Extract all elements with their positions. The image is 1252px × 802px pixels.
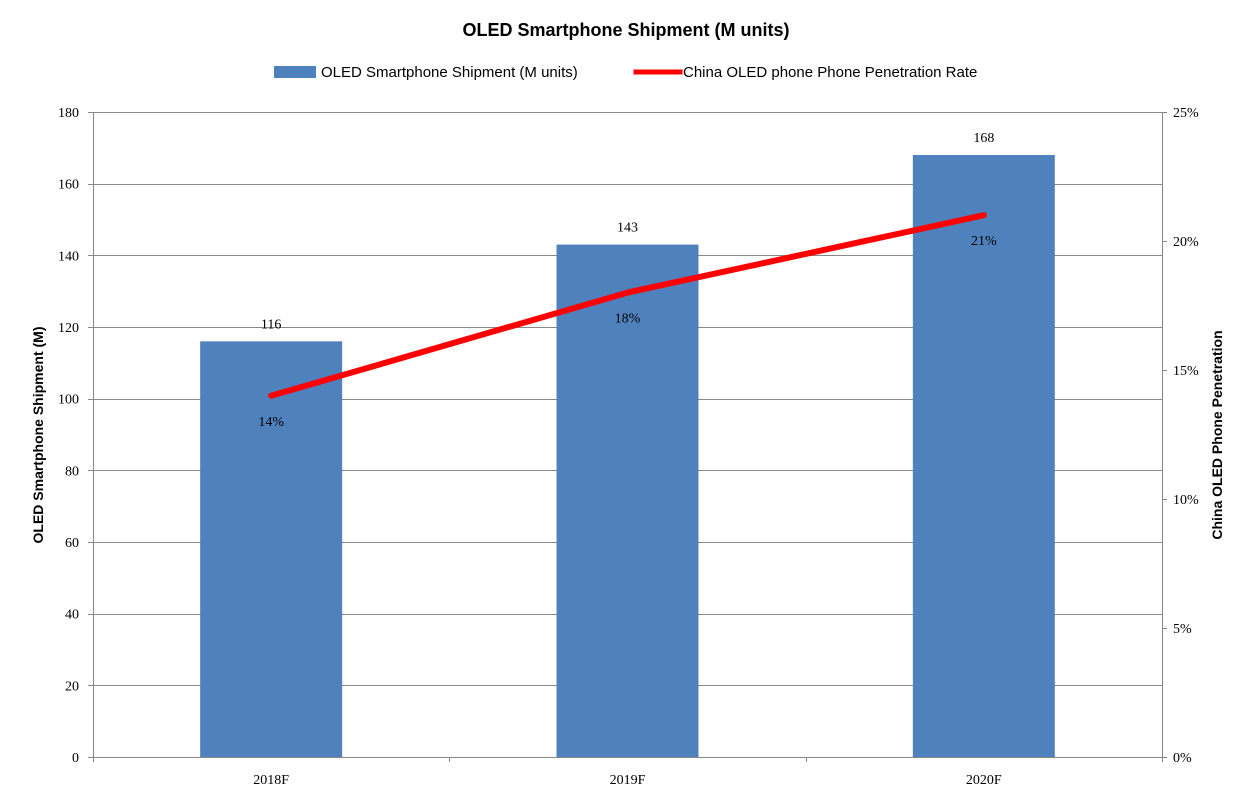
y-axis-right-tick-label: 15% — [1173, 364, 1199, 379]
bar-data-label: 143 — [617, 221, 638, 236]
bar-data-label: 116 — [261, 317, 281, 332]
y-axis-right-tick-label: 20% — [1173, 235, 1199, 250]
y-axis-right-tick-label: 25% — [1173, 106, 1199, 121]
legend-label-line: China OLED phone Phone Penetration Rate — [683, 64, 977, 81]
y-axis-left-tick-label: 60 — [65, 536, 79, 551]
line-data-label: 21% — [971, 234, 997, 249]
y-axis-left-tick-label: 100 — [58, 393, 79, 408]
right-axis-ticks: 0% 5% 10% 15% 20% 25% — [1162, 106, 1199, 766]
axes — [93, 112, 1163, 762]
y-axis-left-tick-label: 20 — [65, 679, 79, 694]
line-data-label: 18% — [615, 312, 641, 327]
y-axis-left-tick-label: 40 — [65, 608, 79, 623]
y-axis-right-tick-label: 0% — [1173, 751, 1192, 766]
y-axis-left-tick-label: 160 — [58, 178, 79, 193]
y-axis-right-title: China OLED Phone Penetration — [1209, 330, 1225, 539]
legend-label-bar: OLED Smartphone Shipment (M units) — [321, 64, 578, 81]
legend: OLED Smartphone Shipment (M units) China… — [274, 64, 977, 81]
x-axis-tick-label: 2019F — [610, 773, 646, 788]
y-axis-left-tick-label: 180 — [58, 106, 79, 121]
y-axis-right-tick-label: 5% — [1173, 622, 1192, 637]
line-series — [268, 212, 987, 399]
line-data-labels: 14% 18% 21% — [258, 234, 997, 430]
penetration-rate-line — [268, 212, 987, 399]
y-axis-left-tick-label: 140 — [58, 249, 79, 264]
x-axis-ticks: 2018F 2019F 2020F — [253, 773, 1002, 788]
bar — [912, 155, 1055, 757]
y-axis-left-title: OLED Smartphone Shipment (M) — [30, 327, 46, 544]
bars — [200, 155, 1055, 758]
bar-data-label: 168 — [973, 131, 994, 146]
x-axis-tick-label: 2018F — [253, 773, 289, 788]
y-axis-left-tick-label: 80 — [65, 464, 79, 479]
bar-data-labels: 116 143 168 — [261, 131, 994, 332]
y-axis-left-tick-label: 120 — [58, 321, 79, 336]
y-axis-left-tick-label: 0 — [72, 751, 79, 766]
chart-title: OLED Smartphone Shipment (M units) — [463, 20, 790, 40]
line-data-label: 14% — [258, 415, 284, 430]
bar — [200, 341, 343, 757]
bar — [556, 244, 699, 758]
left-axis-ticks: 0 20 40 60 80 100 120 140 160 180 — [58, 106, 93, 766]
legend-swatch-bar — [274, 66, 316, 78]
y-axis-right-tick-label: 10% — [1173, 493, 1199, 508]
x-axis-tick-label: 2020F — [966, 773, 1002, 788]
